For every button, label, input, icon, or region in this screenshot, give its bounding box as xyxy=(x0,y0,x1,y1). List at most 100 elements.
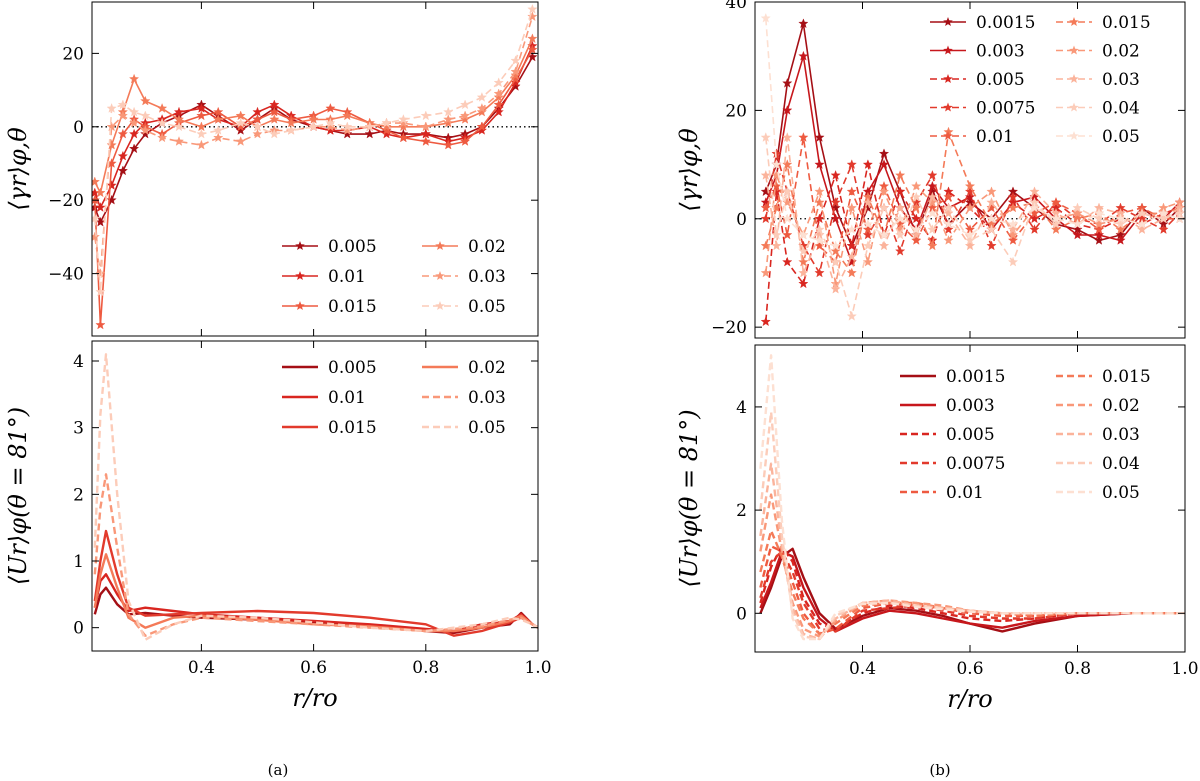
data-point-star xyxy=(771,229,782,240)
data-point-star xyxy=(459,114,471,124)
data-point-star xyxy=(1050,224,1062,234)
legend-label-0.015: 0.015 xyxy=(328,297,377,317)
data-point-star xyxy=(459,110,471,121)
data-point-star xyxy=(943,202,954,213)
data-point-star xyxy=(1050,213,1062,224)
data-point-star xyxy=(92,176,100,187)
data-point-star xyxy=(510,55,521,66)
data-point-star xyxy=(128,143,140,154)
data-point-star xyxy=(269,128,280,139)
data-point-star xyxy=(986,240,997,251)
data-point-star xyxy=(106,121,117,132)
data-point-star xyxy=(911,191,922,202)
data-point-star xyxy=(814,235,825,245)
data-point-star xyxy=(493,92,504,102)
series-line-0.01 xyxy=(765,136,1180,263)
data-point-star xyxy=(95,286,106,297)
axes-frame xyxy=(91,340,539,652)
data-point-star xyxy=(986,186,997,197)
x-tick-label: 1.0 xyxy=(524,658,551,678)
legend-label-0.015: 0.015 xyxy=(328,418,377,438)
data-point-star xyxy=(1093,229,1105,240)
data-point-star xyxy=(1115,235,1126,245)
data-point-star xyxy=(895,245,906,256)
legend-label-0.01: 0.01 xyxy=(328,388,366,408)
data-point-star xyxy=(1072,208,1083,218)
legend-label-0.005: 0.005 xyxy=(976,70,1025,90)
data-point-star xyxy=(846,310,857,321)
data-point-star xyxy=(927,170,938,180)
data-point-star xyxy=(964,202,976,213)
data-point-star xyxy=(911,229,922,240)
x-axis-label: r/ro xyxy=(947,685,992,713)
panel-a_top: −40−20020⟨γr⟩φ,θ0.0050.010.0150.020.030.… xyxy=(4,1,539,337)
legend-label-0.005: 0.005 xyxy=(328,358,377,378)
data-point-star xyxy=(846,224,857,234)
data-point-star xyxy=(830,197,841,207)
data-point-star xyxy=(782,77,793,88)
series-line-0.03 xyxy=(93,473,538,637)
legend-label-0.02: 0.02 xyxy=(1102,42,1140,62)
data-point-star xyxy=(943,218,954,229)
data-point-star xyxy=(269,106,280,117)
data-point-star xyxy=(782,229,793,240)
data-point-star xyxy=(235,136,246,146)
x-axis-label: r/ro xyxy=(292,684,337,712)
data-point-star xyxy=(476,92,488,102)
data-point-star xyxy=(782,105,793,115)
data-point-star xyxy=(157,103,168,113)
data-point-star xyxy=(173,121,185,132)
data-point-star xyxy=(459,99,471,110)
data-point-star xyxy=(927,180,938,191)
data-point-star xyxy=(1093,235,1105,245)
data-point-star xyxy=(782,186,793,197)
legend-marker-star xyxy=(943,45,953,55)
data-point-star xyxy=(381,125,392,135)
data-point-star xyxy=(798,267,809,278)
data-point-star xyxy=(286,117,297,128)
legend-label-0.04: 0.04 xyxy=(1102,99,1140,119)
data-point-star xyxy=(252,106,263,117)
data-point-star xyxy=(1007,224,1019,234)
data-point-star xyxy=(157,117,168,128)
data-point-star xyxy=(986,197,997,207)
x-tick-label: 1.0 xyxy=(1171,659,1198,679)
y-tick-label: −20 xyxy=(48,191,84,211)
data-point-star xyxy=(771,159,782,169)
data-point-star xyxy=(420,128,431,139)
data-point-star xyxy=(420,121,431,132)
data-point-star xyxy=(760,316,771,327)
data-point-star xyxy=(443,139,454,150)
data-point-star xyxy=(342,121,353,132)
data-point-star xyxy=(95,319,106,330)
legend-label-0.01: 0.01 xyxy=(328,267,366,287)
legend-label-0.04: 0.04 xyxy=(1102,454,1140,474)
legend-label-0.015: 0.015 xyxy=(1102,13,1151,33)
data-point-star xyxy=(1072,229,1083,240)
data-point-star xyxy=(235,121,246,132)
data-point-star xyxy=(862,256,873,267)
data-point-star xyxy=(964,180,976,191)
legend: 0.0015 0.003 0.005 0.0075 0.01 0.015 0.02 0.03 0… xyxy=(930,13,1151,147)
data-point-star xyxy=(95,187,106,198)
legend-label-0.005: 0.005 xyxy=(946,425,995,445)
x-tick-label: 0.8 xyxy=(412,658,439,678)
legend-label-0.03: 0.03 xyxy=(1102,425,1140,445)
data-point-star xyxy=(213,114,224,124)
y-tick-label: 2 xyxy=(73,485,84,505)
data-point-star xyxy=(398,121,409,132)
data-point-star xyxy=(269,114,280,124)
data-point-star xyxy=(106,194,117,205)
legend-marker-star xyxy=(943,131,953,140)
data-point-star xyxy=(173,106,185,117)
data-point-star xyxy=(760,267,771,278)
data-point-star xyxy=(527,3,538,14)
series-line-0.04 xyxy=(759,410,1185,641)
data-point-star xyxy=(1115,218,1126,229)
y-tick-label: 2 xyxy=(736,501,747,521)
legend-marker-star xyxy=(1069,131,1079,140)
legend-label-0.015: 0.015 xyxy=(1102,367,1151,387)
data-point-star xyxy=(1136,218,1148,229)
data-point-star xyxy=(846,202,857,213)
